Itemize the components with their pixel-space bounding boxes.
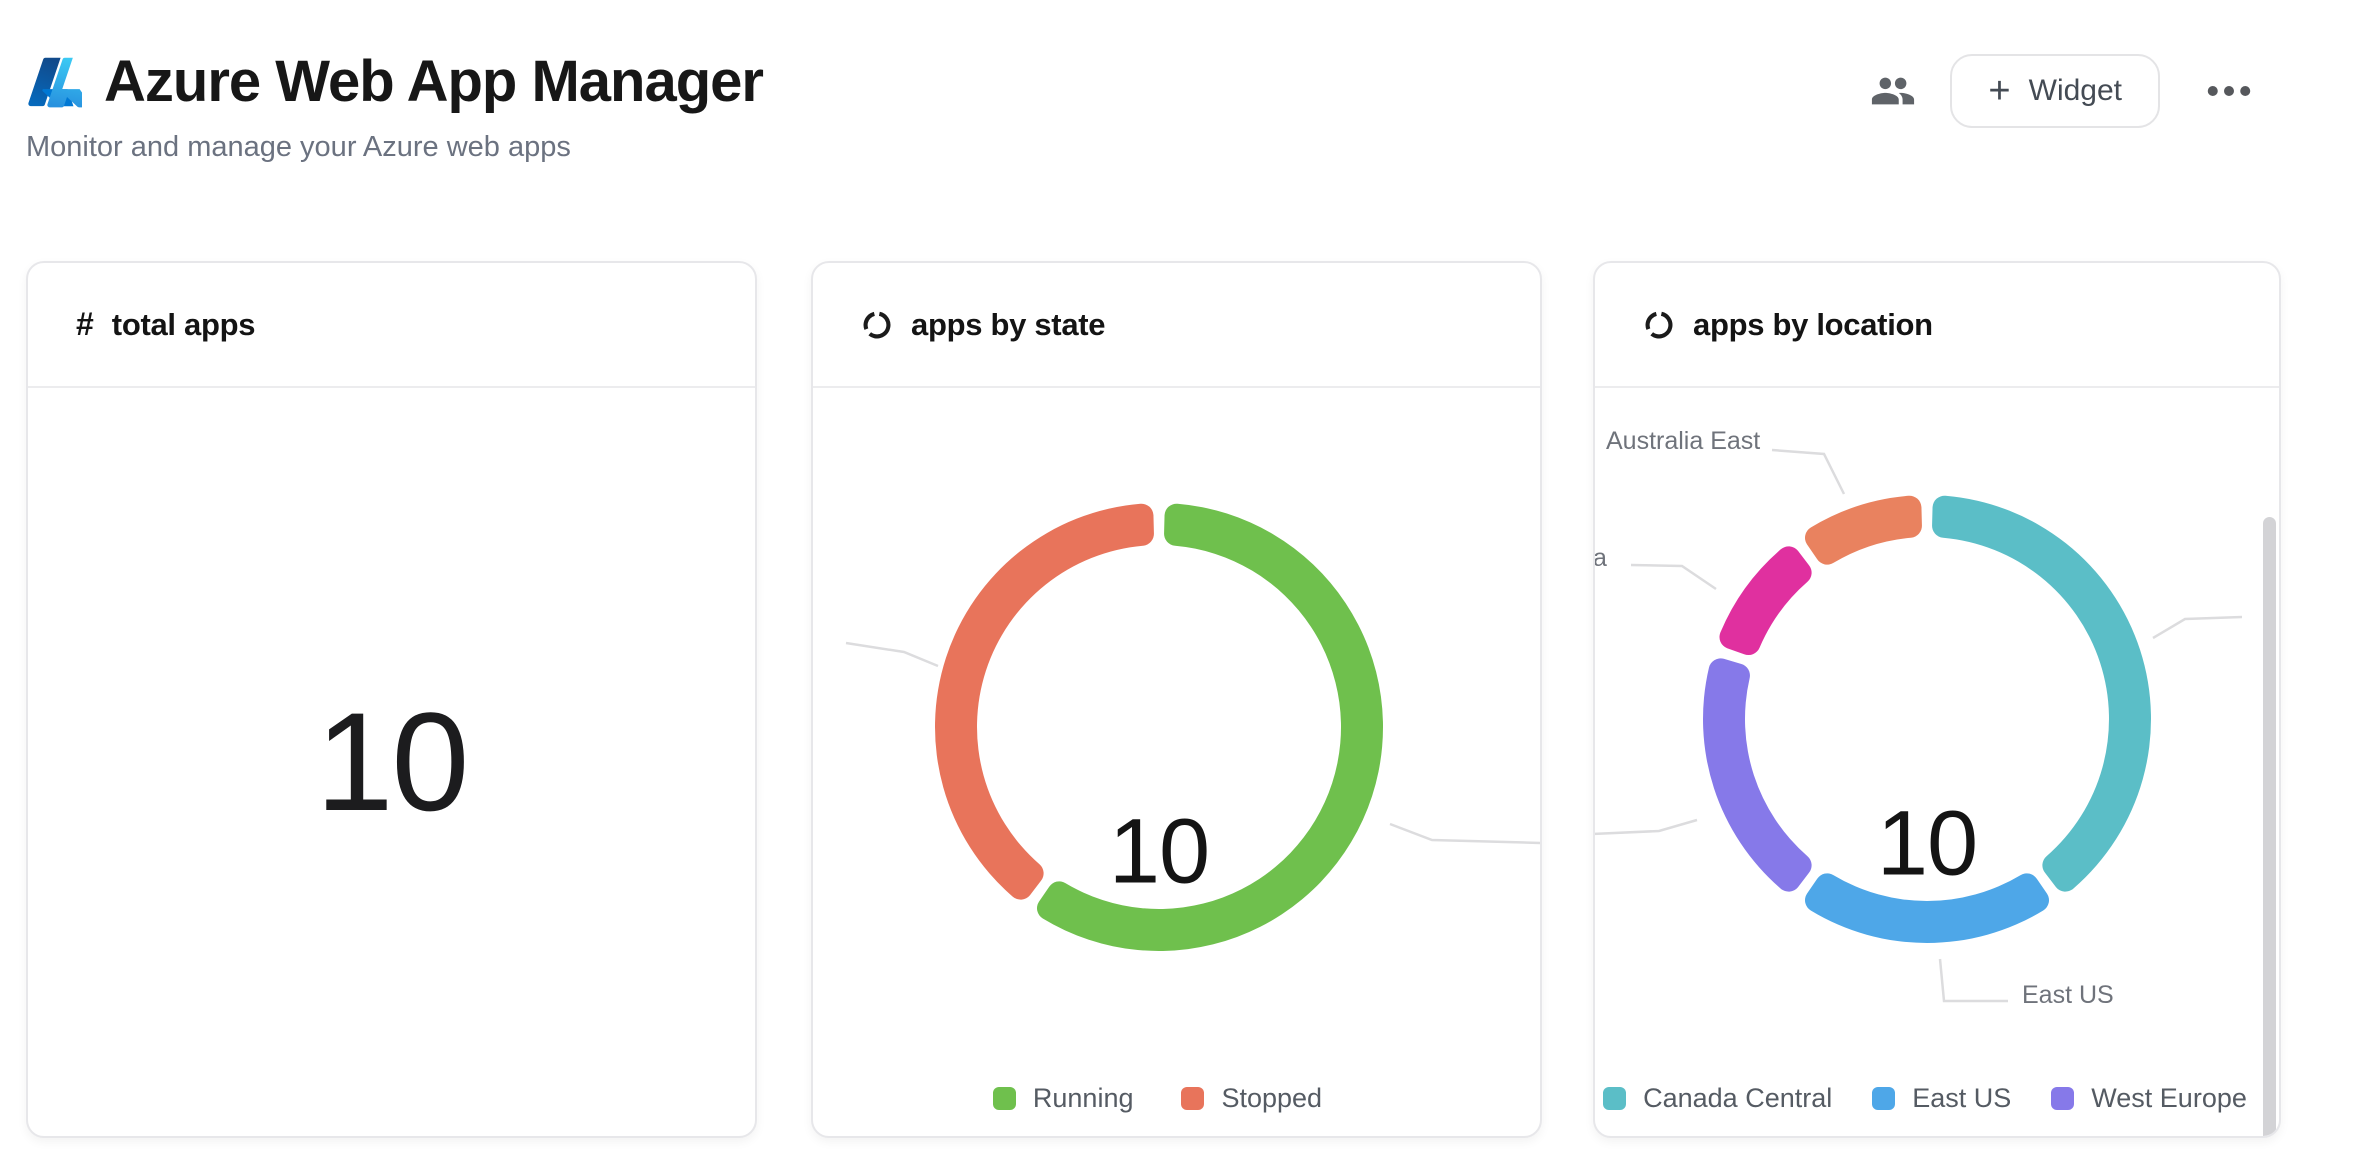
chart-label-clipped: a: [1595, 544, 1607, 572]
apps-by-state-total: 10: [1108, 800, 1210, 903]
card-title: total apps: [111, 306, 256, 342]
card-apps-by-location: apps by location Australia East a East U…: [1593, 261, 2281, 1138]
card-apps-by-state-header: apps by state: [813, 263, 1540, 388]
donut-segment-running[interactable]: [1036, 503, 1384, 952]
donut-segment-west-europe[interactable]: [1703, 658, 1812, 892]
apps-by-state-legend: Running Stopped: [813, 1083, 1521, 1114]
west-europe-swatch: [2051, 1087, 2075, 1110]
card-title: apps by state: [911, 306, 1106, 342]
label-leader-line: [1389, 822, 1540, 845]
donut-segment-australia-east[interactable]: [1804, 495, 1922, 565]
page-subtitle: Monitor and manage your Azure web apps: [26, 131, 571, 163]
donut-segment-east-us[interactable]: [1804, 873, 2050, 943]
donut-chart-icon: [863, 311, 891, 338]
donut-segment-canada-central[interactable]: [1932, 495, 2151, 892]
apps-by-state-donut-chart: [845, 503, 1540, 952]
donut-chart-icon: [1645, 311, 1673, 338]
card-apps-by-location-header: apps by location: [1595, 263, 2279, 388]
card-title: apps by location: [1693, 306, 1933, 342]
total-apps-value: 10: [315, 683, 470, 840]
running-swatch: [992, 1087, 1016, 1110]
page-title: Azure Web App Manager: [104, 49, 764, 114]
label-leader-line: [1630, 563, 1717, 591]
donut-segment-a-label-clipped-[interactable]: [1719, 546, 1812, 656]
plus-icon: +: [1988, 70, 2011, 112]
scrollbar-thumb[interactable]: [2263, 517, 2276, 1136]
card-total-apps: # total apps 10: [26, 261, 757, 1138]
chart-label-east-us: East US: [2022, 981, 2114, 1009]
apps-by-location-legend: Canada Central East US West Europe: [1595, 1083, 2267, 1114]
card-apps-by-state: apps by state 10 Running Stopped: [811, 261, 1542, 1138]
hash-icon: #: [76, 306, 94, 342]
label-leader-line: [1595, 818, 1698, 836]
card-total-apps-body: 10: [28, 388, 755, 1136]
label-leader-line: [2152, 615, 2243, 640]
chart-label-australia-east: Australia East: [1606, 427, 1760, 455]
card-apps-by-location-body: Australia East a East US 10 Canada Centr…: [1595, 388, 2279, 1136]
legend-item-east-us[interactable]: East US: [1872, 1083, 2011, 1114]
label-leader-line: [1771, 448, 1846, 495]
more-menu-icon[interactable]: [2200, 78, 2258, 104]
donut-segment-stopped[interactable]: [935, 503, 1154, 900]
legend-item-running[interactable]: Running: [992, 1083, 1133, 1114]
canada-central-swatch: [1603, 1087, 1627, 1110]
apps-by-location-total: 10: [1876, 792, 1978, 895]
azure-logo-icon: [28, 57, 82, 107]
legend-item-canada-central[interactable]: Canada Central: [1603, 1083, 1832, 1114]
label-leader-line: [845, 641, 939, 668]
legend-item-stopped[interactable]: Stopped: [1181, 1083, 1322, 1114]
legend-item-west-europe[interactable]: West Europe: [2051, 1083, 2247, 1114]
stopped-swatch: [1181, 1087, 1205, 1110]
apps-by-location-donut-chart: Australia East a East US: [1595, 427, 2243, 1009]
card-total-apps-header: # total apps: [28, 263, 755, 388]
header-actions: + Widget: [1870, 54, 2258, 128]
app-header: Azure Web App Manager Monitor and manage…: [26, 48, 764, 164]
people-icon[interactable]: [1870, 68, 1916, 114]
card-apps-by-state-body: 10 Running Stopped: [813, 388, 1540, 1136]
label-leader-line: [1938, 958, 2008, 1003]
east-us-swatch: [1872, 1087, 1896, 1110]
add-widget-button[interactable]: + Widget: [1950, 54, 2160, 128]
